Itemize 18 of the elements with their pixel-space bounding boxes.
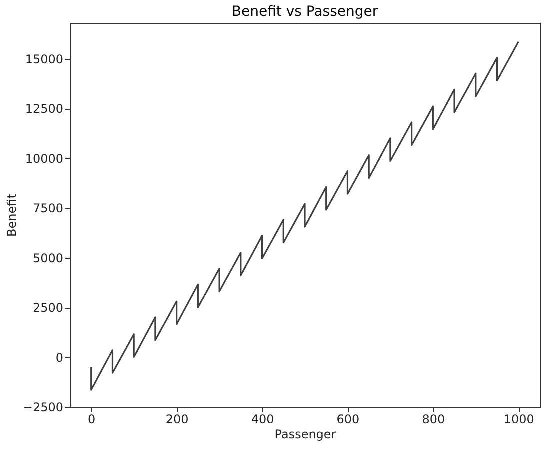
y-tick-label: 10000	[25, 152, 64, 166]
x-tick-label: 400	[251, 412, 274, 426]
chart-title: Benefit vs Passenger	[232, 4, 378, 20]
x-tick-label: 200	[166, 412, 189, 426]
y-tick-label: 5000	[32, 251, 64, 266]
y-tick-label: 15000	[25, 52, 64, 66]
x-tick-label: 600	[336, 412, 360, 426]
y-tick-label: −2500	[22, 400, 64, 414]
line-series	[90, 41, 520, 391]
x-axis-title: Passenger	[274, 428, 336, 442]
y-tick-label: 12500	[25, 102, 64, 116]
x-tick-label: 1000	[504, 412, 534, 426]
x-tick-label: 800	[422, 412, 446, 426]
y-tick-label: 0	[56, 350, 64, 365]
y-tick-label: 2500	[32, 301, 64, 316]
x-tick-label: 0	[88, 412, 96, 426]
y-axis-title: Benefit	[4, 194, 19, 237]
y-tick-label: 7500	[32, 202, 64, 216]
